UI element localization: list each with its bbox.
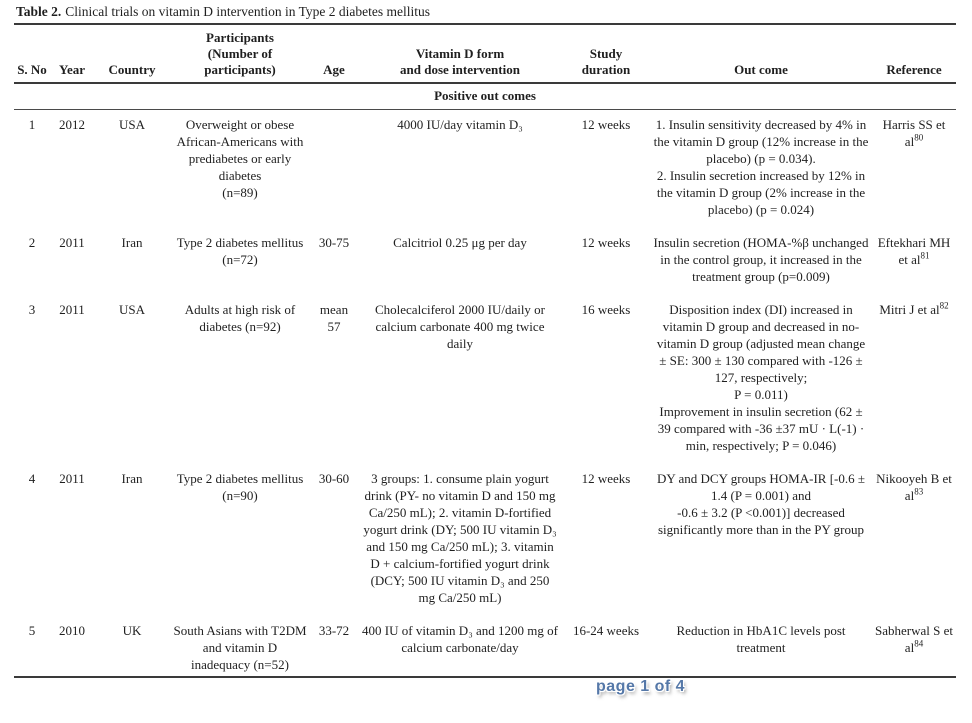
table-row: 2 2011 Iran Type 2 diabetes mellitus (n=… [14, 228, 956, 295]
cell-sno: 4 [28, 471, 36, 486]
cell-year: 2010 [59, 623, 85, 638]
cell-country: Iran [121, 471, 143, 486]
table-row: 3 2011 USA Adults at high risk of diabet… [14, 295, 956, 464]
col-header-vitamin-d-form: Vitamin D form and dose intervention [358, 24, 562, 84]
page-indicator-badge: page 1 of 4 [596, 678, 686, 695]
cell-study-duration: 12 weeks [581, 235, 631, 250]
col-header-year: Year [50, 24, 94, 84]
col-header-sno: S. No [14, 24, 50, 84]
cell-reference: Sabherwal S et al84 [872, 616, 956, 677]
cell-study-duration: 12 weeks [581, 117, 631, 132]
cell-sno: 3 [28, 302, 36, 317]
cell-year: 2012 [59, 117, 85, 132]
col-header-outcome: Out come [650, 24, 872, 84]
cell-sno: 2 [28, 235, 36, 250]
cell-outcome: Disposition index (DI) increased in vita… [656, 302, 866, 453]
reference-text: Eftekhari MH et al [877, 235, 951, 267]
reference-citation-number: 82 [939, 300, 949, 311]
table-caption-text: Clinical trials on vitamin D interventio… [65, 4, 431, 19]
cell-participants: South Asians with T2DM and vitamin D ina… [173, 623, 307, 672]
section-header-positive-outcomes: Positive out comes [14, 83, 956, 110]
cell-year: 2011 [59, 302, 85, 317]
cell-study-duration: 16 weeks [581, 302, 631, 317]
cell-country: USA [118, 117, 145, 132]
col-header-study-duration: Study duration [562, 24, 650, 84]
table-caption-label: Table 2. [16, 4, 62, 19]
table-body: 1 2012 USA Overweight or obese African-A… [14, 110, 956, 678]
cell-outcome: DY and DCY groups HOMA-IR [-0.6 ± 1.4 (P… [656, 471, 865, 537]
cell-vitamin-d-form: Cholecalciferol 2000 IU/daily or calcium… [374, 302, 546, 351]
cell-reference: Nikooyeh B et al83 [872, 464, 956, 616]
reference-text: Mitri J et al [879, 302, 940, 317]
cell-reference: Eftekhari MH et al81 [872, 228, 956, 295]
cell-year: 2011 [59, 471, 85, 486]
cell-vitamin-d-form: 4000 IU/day vitamin D₃ [397, 117, 523, 132]
cell-year: 2011 [59, 235, 85, 250]
reference-citation-number: 84 [914, 638, 924, 649]
cell-reference: Mitri J et al82 [872, 295, 956, 464]
cell-participants: Adults at high risk of diabetes (n=92) [184, 302, 296, 334]
table-row: 1 2012 USA Overweight or obese African-A… [14, 110, 956, 229]
cell-country: Iran [121, 235, 143, 250]
cell-participants: Type 2 diabetes mellitus (n=72) [176, 235, 304, 267]
cell-reference: Harris SS et al80 [872, 110, 956, 229]
cell-outcome: 1. Insulin sensitivity decreased by 4% i… [653, 117, 869, 217]
cell-age: 33-72 [318, 623, 350, 638]
cell-country: USA [118, 302, 145, 317]
cell-age: mean 57 [319, 302, 349, 334]
cell-vitamin-d-form: Calcitriol 0.25 μg per day [393, 235, 527, 250]
cell-sno: 5 [28, 623, 36, 638]
reference-text: Harris SS et al [882, 117, 946, 149]
cell-age: 30-60 [318, 471, 350, 486]
cell-study-duration: 12 weeks [581, 471, 631, 486]
cell-outcome: Reduction in HbA1C levels post treatment [676, 623, 846, 655]
table-row: 5 2010 UK South Asians with T2DM and vit… [14, 616, 956, 677]
reference-citation-number: 83 [914, 486, 924, 497]
section-header-row: Positive out comes [14, 83, 956, 110]
cell-country: UK [122, 623, 142, 638]
reference-text: Sabherwal S et al [875, 623, 953, 655]
clinical-trials-table: S. No Year Country Participants (Number … [14, 23, 956, 678]
col-header-country: Country [94, 24, 170, 84]
cell-vitamin-d-form: 3 groups: 1. consume plain yogurt drink … [363, 471, 557, 605]
cell-study-duration: 16-24 weeks [572, 623, 640, 638]
cell-participants: Type 2 diabetes mellitus (n=90) [176, 471, 304, 503]
table-caption: Table 2. Clinical trials on vitamin D int… [16, 3, 430, 21]
cell-vitamin-d-form: 400 IU of vitamin D₃ and 1200 mg of calc… [362, 623, 558, 655]
reference-citation-number: 80 [914, 132, 924, 143]
col-header-age: Age [310, 24, 358, 84]
cell-age: 30-75 [318, 235, 350, 250]
col-header-reference: Reference [872, 24, 956, 84]
table-row: 4 2011 Iran Type 2 diabetes mellitus (n=… [14, 464, 956, 616]
cell-sno: 1 [28, 117, 36, 132]
reference-citation-number: 81 [920, 250, 930, 261]
header-row: S. No Year Country Participants (Number … [14, 24, 956, 84]
cell-outcome: Insulin secretion (HOMA-%β unchanged in … [653, 235, 869, 284]
table-header: S. No Year Country Participants (Number … [14, 24, 956, 84]
reference-text: Nikooyeh B et al [876, 471, 952, 503]
cell-age [310, 110, 358, 229]
cell-participants: Overweight or obese African-Americans wi… [176, 117, 304, 200]
col-header-participants: Participants (Number of participants) [170, 24, 310, 84]
